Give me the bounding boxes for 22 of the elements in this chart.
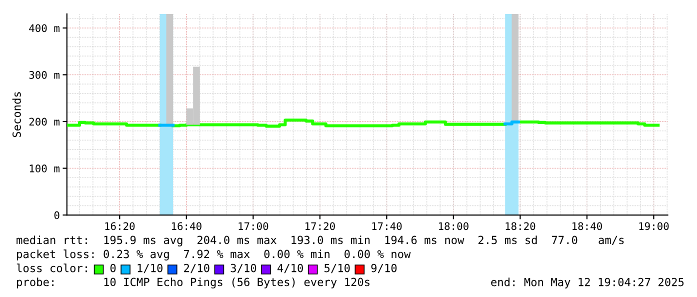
x-tick-label: 18:20 [506,222,536,230]
bar [166,14,174,126]
y-tick-label: 200 m [29,118,60,126]
text: packet loss: 0.23 % avg 7.92 % max 0.00 % min 0.00 % now [17,250,411,260]
text: median rtt: 195.9 ms avg 204.0 ms max 193.0 ms min 194.6 ms now 2.5 ms sd 77.0 am/s [16,236,624,246]
x-tick-label: 17:00 [238,222,268,230]
x-tick-label: 18:40 [572,222,602,230]
x-tick-label: 18:00 [439,222,468,230]
x-tick-label: 16:20 [105,222,135,230]
y-tick-label: 300 m [29,71,60,79]
text: probe: 10 ICMP Echo Pings (56 Bytes) every 120s [17,278,370,288]
x-tick-label: 17:40 [372,222,402,230]
y-tick-label: 100 m [30,164,60,172]
x-tick-label: 17:20 [305,222,335,230]
bar [512,14,519,122]
x-tick-label: 16:40 [172,222,202,230]
text: loss color: 0 1/10 2/10 3/10 4/10 5/10 9/10 [16,264,397,274]
text: end: Mon May 12 19:04:27 2025 [491,278,684,288]
y-tick-label: 400 m [29,24,60,32]
y-tick-label: 0 [54,211,60,220]
y-axis-title: Seconds [12,92,21,138]
x-tick-label: 19:00 [639,222,669,230]
